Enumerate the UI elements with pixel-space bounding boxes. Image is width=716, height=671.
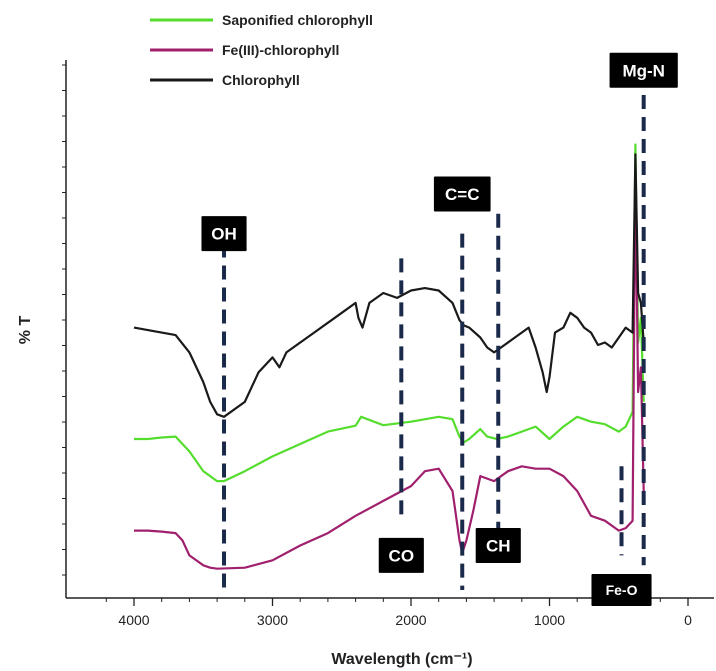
y-axis-label: % T xyxy=(17,316,34,345)
annotation-c-c: C=C xyxy=(433,176,491,212)
annotation-ch: CH xyxy=(475,527,521,563)
series-line-saponified-chlorophyll xyxy=(134,143,645,483)
annotation-label: OH xyxy=(211,225,237,244)
x-axis-label: Wavelength (cm⁻¹) xyxy=(331,651,472,668)
annotation-co: CO xyxy=(378,537,424,573)
legend-item-fe-iii-chlorophyll: Fe(III)-chlorophyll xyxy=(150,42,339,58)
annotation-box xyxy=(201,216,247,252)
annotation-box xyxy=(433,176,491,212)
x-tick-label: 4000 xyxy=(118,612,149,628)
annotation-label: Fe-O xyxy=(606,582,638,598)
annotation-box xyxy=(378,537,424,573)
legend-label: Chlorophyll xyxy=(222,72,300,88)
annotation-box xyxy=(609,52,678,88)
legend: Saponified chlorophyll Fe(III)-chlorophyl… xyxy=(150,12,373,88)
annotations: OH CO C=C CH Fe-O Mg-N xyxy=(201,52,678,606)
x-tick-label: 3000 xyxy=(257,612,288,628)
annotation-label: CH xyxy=(486,537,511,556)
plot-area xyxy=(133,143,645,570)
annotation-box xyxy=(475,527,521,563)
x-tick-label: 1000 xyxy=(534,612,565,628)
annotation-box xyxy=(591,574,652,606)
legend-item-chlorophyll: Chlorophyll xyxy=(150,72,300,88)
legend-item-saponified-chlorophyll: Saponified chlorophyll xyxy=(150,12,373,28)
x-tick-label: 0 xyxy=(684,612,692,628)
annotation-label: C=C xyxy=(445,185,479,204)
series-line-chlorophyll xyxy=(133,153,645,418)
legend-label: Fe(III)-chlorophyll xyxy=(222,42,339,58)
annotation-label: Mg-N xyxy=(622,61,664,80)
annotation-label: CO xyxy=(389,546,415,565)
x-tick-label: 2000 xyxy=(395,612,426,628)
annotation-mg-n: Mg-N xyxy=(609,52,678,88)
legend-label: Saponified chlorophyll xyxy=(222,12,373,28)
annotation-fe-o: Fe-O xyxy=(591,574,652,606)
annotation-oh: OH xyxy=(201,216,247,252)
